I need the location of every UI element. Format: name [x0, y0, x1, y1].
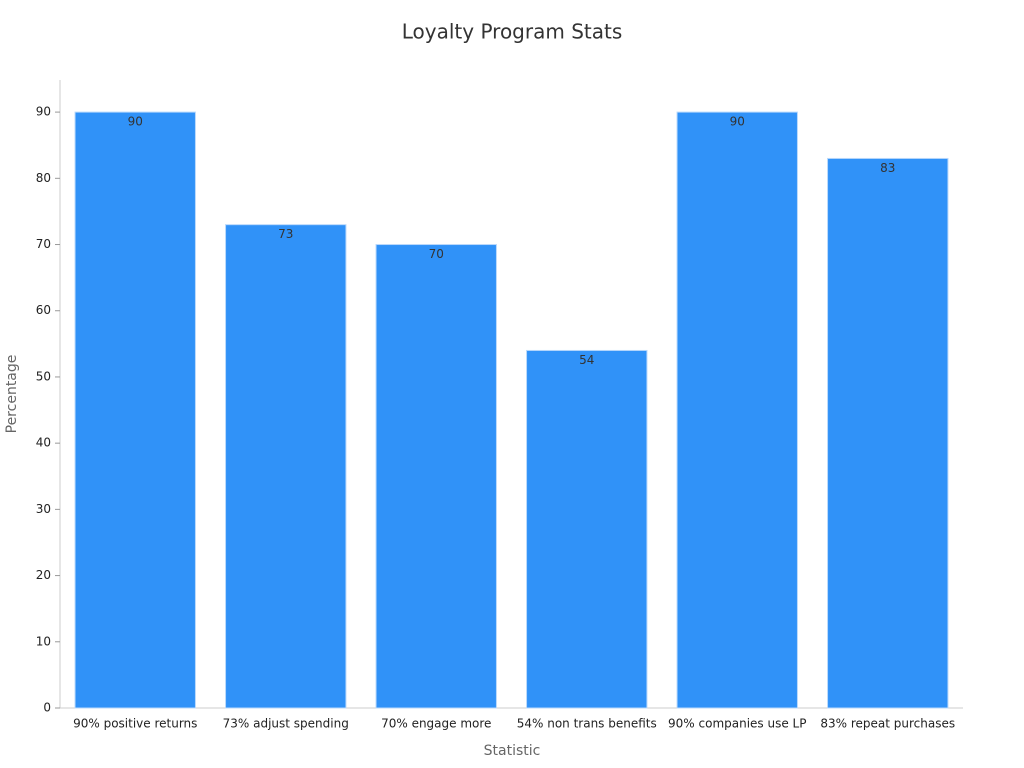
- value-label: 90: [730, 115, 745, 129]
- bar: [225, 224, 347, 709]
- value-label: 83: [880, 161, 895, 175]
- x-tick-label: 83% repeat purchases: [820, 717, 955, 731]
- chart-title: Loyalty Program Stats: [402, 20, 623, 44]
- x-tick-label: 90% companies use LP: [668, 717, 806, 731]
- y-tick-label: 30: [36, 502, 51, 516]
- bar: [676, 111, 798, 709]
- x-tick-label: 54% non trans benefits: [517, 717, 657, 731]
- x-tick-label: 73% adjust spending: [223, 717, 349, 731]
- x-tick-label: 70% engage more: [381, 717, 491, 731]
- y-tick-label: 70: [36, 237, 51, 251]
- y-tick-label: 0: [43, 701, 51, 715]
- y-tick-label: 60: [36, 303, 51, 317]
- y-tick-label: 90: [36, 105, 51, 119]
- bar: [827, 157, 949, 709]
- x-tick-label: 90% positive returns: [73, 717, 197, 731]
- y-tick-label: 40: [36, 436, 51, 450]
- bar: [526, 349, 648, 709]
- y-tick-label: 80: [36, 171, 51, 185]
- y-tick-label: 20: [36, 568, 51, 582]
- y-tick-label: 50: [36, 369, 51, 383]
- bar: [74, 111, 196, 709]
- y-axis-title: Percentage: [4, 355, 20, 434]
- y-tick-label: 10: [36, 634, 51, 648]
- value-label: 54: [579, 353, 594, 367]
- value-label: 73: [278, 227, 293, 241]
- bar: [375, 244, 497, 709]
- x-axis-title: Statistic: [484, 743, 541, 759]
- value-label: 90: [128, 115, 143, 129]
- value-label: 70: [429, 247, 444, 261]
